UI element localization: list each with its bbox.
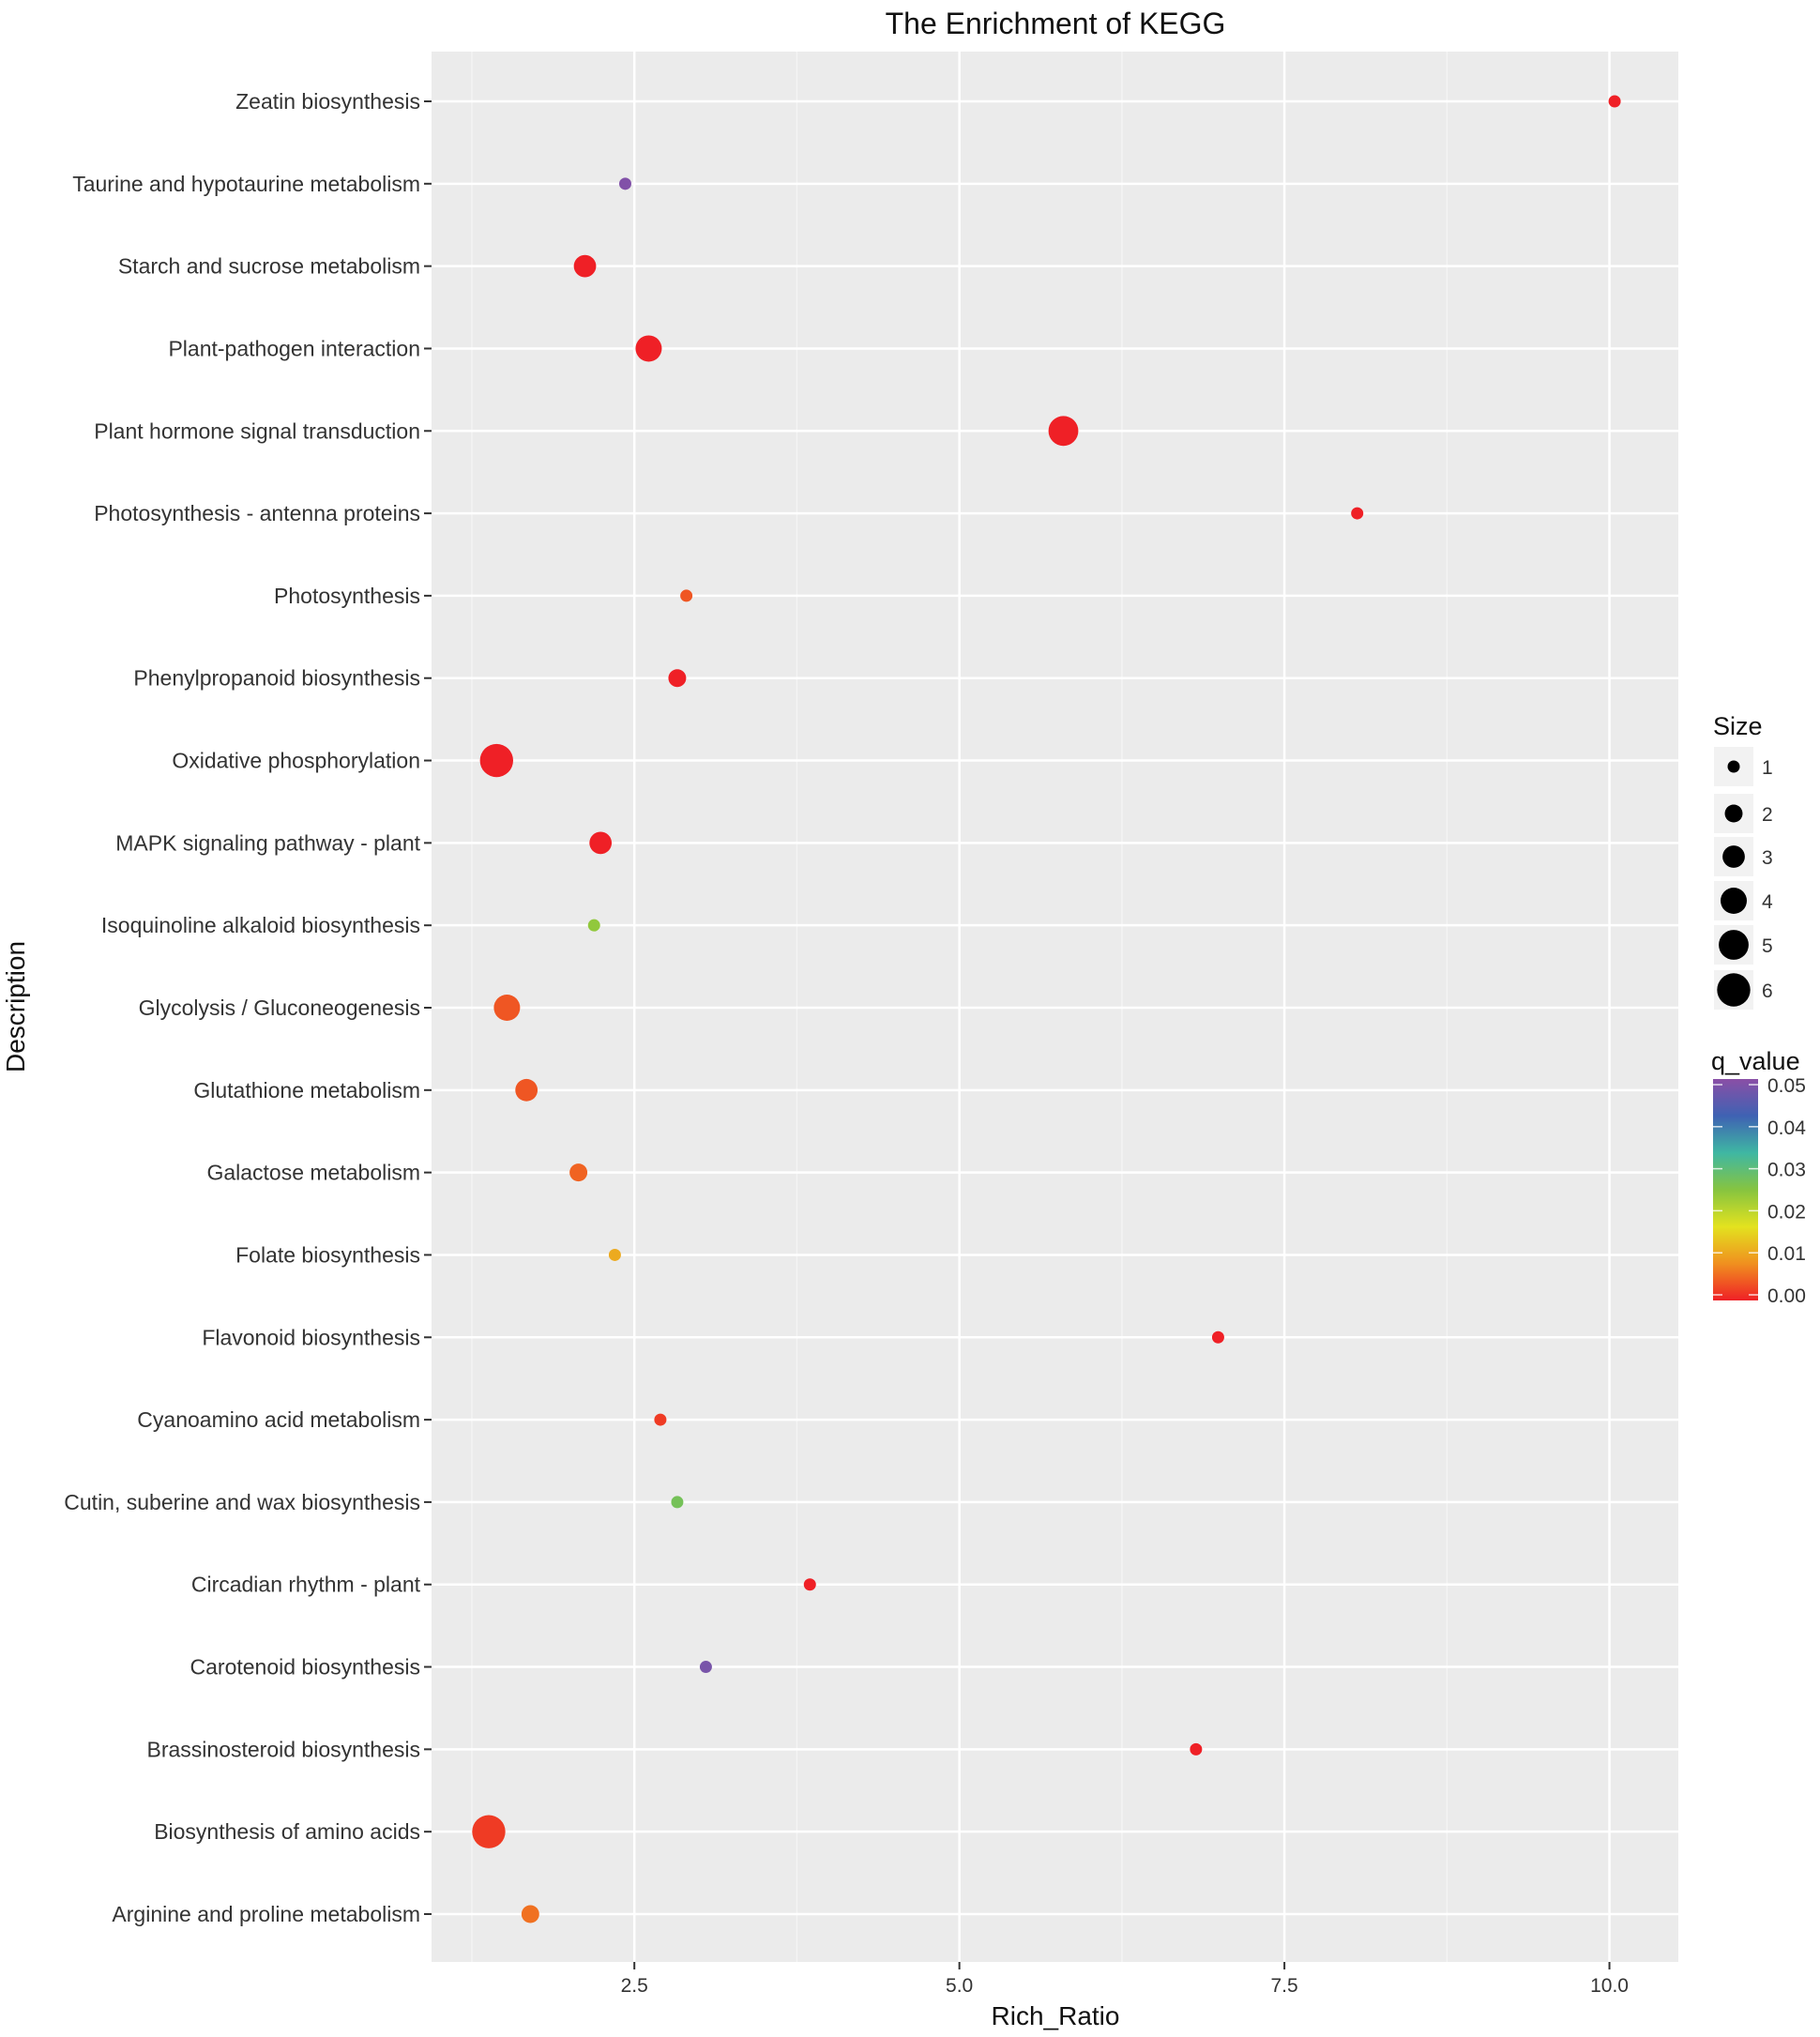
- x-tick-label: 7.5: [1270, 1975, 1297, 1997]
- y-tick-label: Isoquinoline alkaloid biosynthesis: [101, 913, 420, 937]
- color-legend-title: q_value: [1711, 1047, 1800, 1075]
- chart-title: The Enrichment of KEGG: [886, 7, 1226, 40]
- color-legend-ticks: 0.05 0.04 0.03 0.02 0.01 0.00: [1713, 1075, 1806, 1307]
- color-tick-label: 0.01: [1767, 1243, 1806, 1265]
- data-point: [479, 743, 513, 778]
- size-legend-keys: 1 2 3 4 5 6: [1712, 745, 1773, 1011]
- size-key-label: 3: [1762, 847, 1773, 869]
- data-point: [1048, 416, 1079, 447]
- y-tick-label: Oxidative phosphorylation: [172, 749, 420, 773]
- size-key-label: 6: [1762, 980, 1773, 1002]
- y-tick-label: Glycolysis / Gluconeogenesis: [139, 996, 420, 1020]
- size-legend-title: Size: [1713, 712, 1763, 740]
- color-tick-label: 0.02: [1767, 1201, 1806, 1223]
- y-tick-label: Flavonoid biosynthesis: [202, 1325, 420, 1349]
- y-tick-label: Photosynthesis: [274, 584, 420, 608]
- data-point: [573, 254, 597, 278]
- data-point: [1211, 1330, 1224, 1344]
- data-point: [589, 831, 613, 855]
- y-tick-label: Arginine and proline metabolism: [112, 1902, 420, 1926]
- y-tick-label: Galactose metabolism: [206, 1161, 420, 1185]
- x-axis: 2.5 5.0 7.5 10.0: [621, 1962, 1629, 1997]
- data-point: [1190, 1742, 1203, 1756]
- size-key-dot: [1719, 930, 1749, 960]
- data-point: [668, 669, 687, 688]
- y-axis-label: Description: [1, 941, 30, 1072]
- y-tick-label: Biosynthesis of amino acids: [154, 1819, 420, 1844]
- data-point: [618, 177, 631, 190]
- color-bar: [1713, 1079, 1758, 1300]
- size-key-dot: [1721, 888, 1747, 914]
- size-key-dot: [1722, 845, 1745, 868]
- legend: Size 1 2 3 4 5 6 q_value 0.05 0.04 0.03 0.02 0.01…: [1711, 712, 1806, 1307]
- y-tick-label: Glutathione metabolism: [193, 1078, 420, 1102]
- size-key-dot: [1724, 804, 1743, 823]
- data-point: [472, 1815, 506, 1848]
- data-point: [635, 335, 662, 362]
- y-tick-label: Plant hormone signal transduction: [94, 418, 420, 443]
- size-key-dot: [1717, 973, 1751, 1007]
- size-key-label: 5: [1762, 935, 1773, 957]
- data-point: [654, 1413, 667, 1426]
- size-key-label: 2: [1762, 804, 1773, 826]
- data-point: [587, 919, 600, 932]
- data-point: [1608, 95, 1621, 108]
- color-tick-label: 0.03: [1767, 1160, 1806, 1181]
- y-tick-label: Photosynthesis - antenna proteins: [94, 501, 420, 525]
- x-tick-label: 10.0: [1590, 1975, 1629, 1997]
- data-point: [521, 1905, 539, 1923]
- x-tick-label: 2.5: [621, 1975, 648, 1997]
- y-tick-label: Phenylpropanoid biosynthesis: [133, 666, 420, 691]
- data-point: [803, 1578, 816, 1591]
- data-point: [671, 1496, 684, 1509]
- color-tick-label: 0.05: [1767, 1075, 1806, 1097]
- x-tick-label: 5.0: [946, 1975, 973, 1997]
- y-tick-label: Cutin, suberine and wax biosynthesis: [64, 1490, 420, 1514]
- data-point: [608, 1248, 621, 1261]
- y-tick-label: MAPK signaling pathway - plant: [115, 830, 420, 855]
- data-point: [680, 589, 693, 602]
- x-axis-label: Rich_Ratio: [992, 2001, 1120, 2030]
- size-key-label: 1: [1762, 757, 1773, 779]
- plot-panel: [432, 52, 1678, 1962]
- data-point: [1351, 507, 1364, 520]
- y-tick-label: Zeatin biosynthesis: [235, 89, 420, 114]
- color-tick-label: 0.04: [1767, 1117, 1806, 1139]
- y-tick-label: Carotenoid biosynthesis: [190, 1655, 420, 1680]
- data-point: [699, 1661, 712, 1674]
- y-tick-label: Circadian rhythm - plant: [191, 1573, 421, 1597]
- y-tick-label: Starch and sucrose metabolism: [118, 254, 420, 279]
- y-tick-label: Brassinosteroid biosynthesis: [147, 1737, 420, 1761]
- data-points: [472, 95, 1621, 1923]
- color-tick-label: 0.00: [1767, 1285, 1806, 1307]
- y-tick-label: Taurine and hypotaurine metabolism: [72, 172, 420, 196]
- y-tick-label: Plant-pathogen interaction: [168, 336, 420, 360]
- data-point: [493, 995, 521, 1021]
- y-tick-label: Folate biosynthesis: [235, 1242, 420, 1267]
- y-tick-label: Cyanoamino acid metabolism: [137, 1407, 420, 1432]
- y-axis: Zeatin biosynthesis Taurine and hypotauri…: [64, 89, 432, 1926]
- size-key-label: 4: [1762, 891, 1773, 913]
- data-point: [569, 1163, 588, 1182]
- data-point: [515, 1078, 538, 1102]
- size-key-dot: [1727, 760, 1740, 773]
